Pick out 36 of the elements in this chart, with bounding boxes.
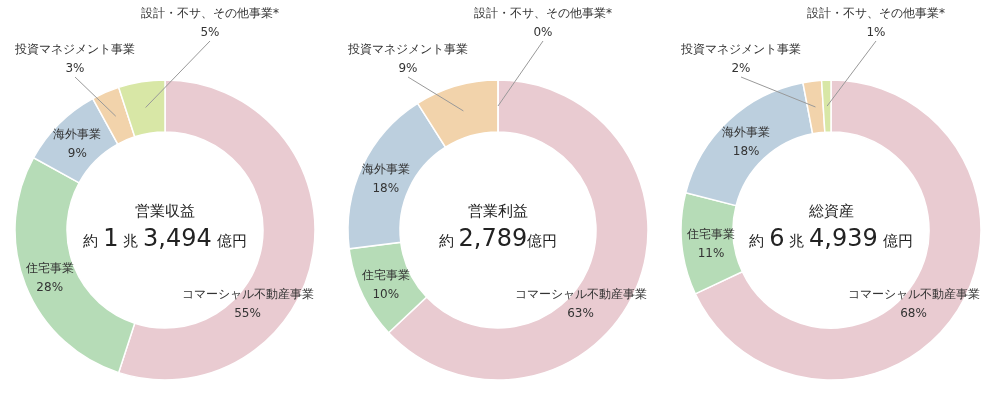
text: 営業収益 (135, 202, 195, 220)
data-label: 18% (732, 143, 760, 158)
data-label: 10% (372, 286, 400, 301)
data-label: 9% (67, 146, 87, 161)
data-label: 63% (567, 305, 594, 320)
slice-label: 設計・不サ、その他事業* (807, 6, 945, 20)
text: 約 1 兆 3,494 億円 (83, 224, 247, 252)
slice-label: 海外事業 (53, 127, 102, 142)
data-label: 55% (234, 305, 261, 320)
data-label: 3% (65, 61, 85, 75)
data-label: 1% (866, 25, 886, 39)
slice-label: 住宅事業 (24, 260, 74, 275)
data-label: 2% (731, 61, 751, 75)
slice-label: 投資マネジメント事業 (680, 42, 801, 56)
slice-label: コマーシャル不動産事業 (181, 286, 314, 301)
category-label: 設計・不サ、その他事業* (474, 6, 612, 20)
data-label: 5% (200, 25, 220, 39)
slice-label: 投資マネジメント事業 (14, 42, 135, 56)
data-label: 28% (36, 279, 64, 294)
data-label: 9% (398, 61, 418, 75)
slice-label: 住宅事業 (686, 226, 735, 241)
slice-label: 海外事業 (361, 162, 410, 177)
slice-label: 設計・不サ、その他事業* (141, 6, 279, 20)
slice-label: 住宅事業 (360, 267, 410, 282)
data-label: 68% (900, 305, 927, 320)
text: 約 2,789億円 (438, 224, 558, 252)
slice-label: 投資マネジメント事業 (347, 42, 468, 56)
text: 営業利益 (468, 202, 528, 220)
slice-label: コマーシャル不動産事業 (514, 286, 647, 301)
slice-label: コマーシャル不動産事業 (847, 286, 980, 301)
text: 0% (533, 25, 553, 39)
data-label: 11% (697, 245, 725, 260)
text: 総資産 (807, 202, 854, 220)
data-label: 18% (372, 181, 400, 196)
slice-label: 海外事業 (722, 124, 771, 139)
text: 約 6 兆 4,939 億円 (749, 224, 913, 252)
